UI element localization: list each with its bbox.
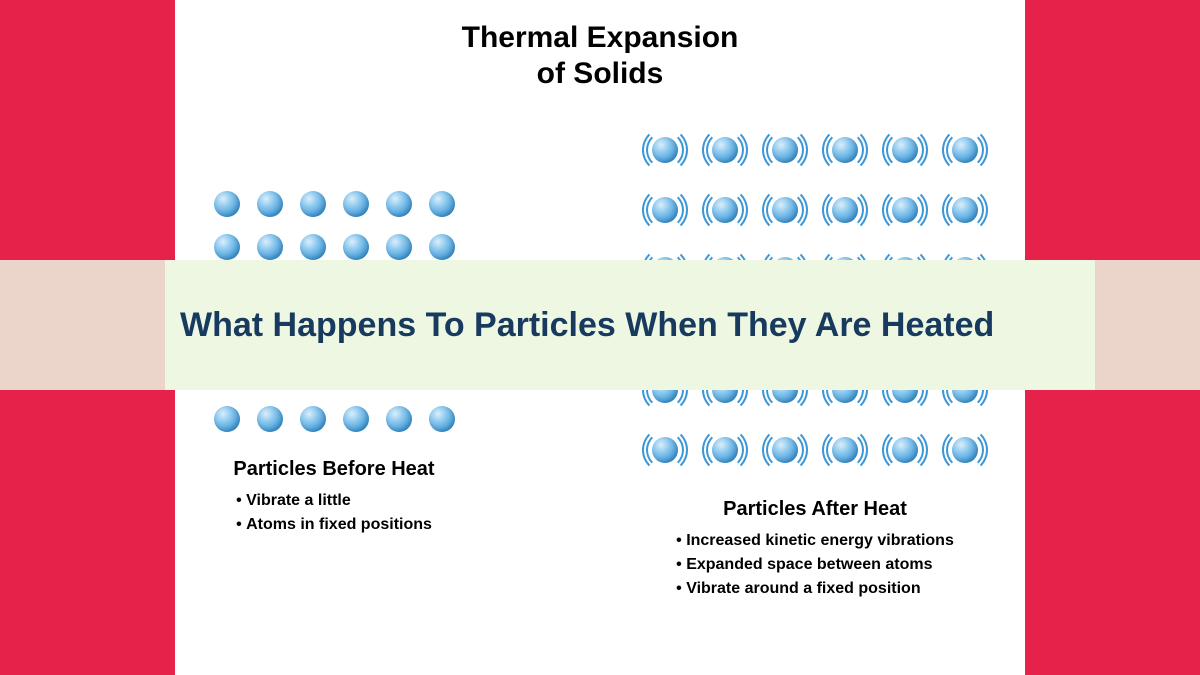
vibration-arc-inner xyxy=(706,131,744,169)
vibration-arc-inner xyxy=(946,431,984,469)
particle-icon xyxy=(257,234,283,260)
particle-icon xyxy=(214,406,240,432)
particle-cell xyxy=(875,180,935,240)
vibration-arc-inner xyxy=(886,191,924,229)
particle-cell xyxy=(695,420,755,480)
vibration-arc-inner xyxy=(886,131,924,169)
vibration-arc-inner xyxy=(646,131,684,169)
particle-icon xyxy=(214,191,240,217)
bullet-item: Atoms in fixed positions xyxy=(236,513,432,537)
overlay-title-band: What Happens To Particles When They Are … xyxy=(0,260,1200,390)
particle-icon xyxy=(257,191,283,217)
particle-icon xyxy=(429,191,455,217)
particle-cell xyxy=(334,182,377,225)
bullet-item: Increased kinetic energy vibrations xyxy=(676,529,954,553)
vibration-arc-inner xyxy=(826,191,864,229)
particle-cell xyxy=(695,180,755,240)
particle-cell xyxy=(420,397,463,440)
particle-icon xyxy=(300,234,326,260)
particle-cell xyxy=(755,180,815,240)
particle-cell xyxy=(420,182,463,225)
particle-cell xyxy=(875,120,935,180)
vibration-arc-inner xyxy=(646,431,684,469)
particle-icon xyxy=(300,406,326,432)
particle-cell xyxy=(815,420,875,480)
particle-cell xyxy=(635,420,695,480)
particle-cell xyxy=(377,182,420,225)
particle-icon xyxy=(429,234,455,260)
particle-cell xyxy=(815,120,875,180)
vibration-arc-inner xyxy=(706,191,744,229)
vibration-arc-inner xyxy=(826,431,864,469)
title-line-1: Thermal Expansion xyxy=(462,21,739,54)
particle-icon xyxy=(343,234,369,260)
vibration-arc-inner xyxy=(646,191,684,229)
vibration-arc-inner xyxy=(766,131,804,169)
particle-cell xyxy=(815,180,875,240)
bullet-item: Vibrate around a fixed position xyxy=(676,577,954,601)
vibration-arc-inner xyxy=(766,431,804,469)
particle-icon xyxy=(386,191,412,217)
bullet-item: Vibrate a little xyxy=(236,489,432,513)
bullet-item: Expanded space between atoms xyxy=(676,553,954,577)
particle-icon xyxy=(257,406,283,432)
particle-cell xyxy=(635,180,695,240)
particle-cell xyxy=(334,397,377,440)
particle-cell xyxy=(248,182,291,225)
particle-icon xyxy=(343,191,369,217)
title-line-2: of Solids xyxy=(537,57,664,90)
particle-icon xyxy=(343,406,369,432)
particle-cell xyxy=(935,120,995,180)
particle-cell xyxy=(248,397,291,440)
particle-cell xyxy=(635,120,695,180)
particle-cell xyxy=(205,397,248,440)
vibration-arc-inner xyxy=(826,131,864,169)
particle-cell xyxy=(935,420,995,480)
particle-icon xyxy=(386,234,412,260)
before-subtitle: Particles Before Heat xyxy=(233,458,434,481)
particle-icon xyxy=(300,191,326,217)
particle-icon xyxy=(386,406,412,432)
overlay-title-text: What Happens To Particles When They Are … xyxy=(0,304,1114,347)
particle-icon xyxy=(429,406,455,432)
particle-icon xyxy=(214,234,240,260)
particle-cell xyxy=(205,182,248,225)
after-bullets: Increased kinetic energy vibrationsExpan… xyxy=(676,529,954,601)
particle-cell xyxy=(875,420,935,480)
before-bullets: Vibrate a littleAtoms in fixed positions xyxy=(236,489,432,537)
vibration-arc-inner xyxy=(946,191,984,229)
particle-cell xyxy=(291,397,334,440)
vibration-arc-inner xyxy=(706,431,744,469)
particle-cell xyxy=(291,182,334,225)
vibration-arc-inner xyxy=(946,131,984,169)
after-subtitle: Particles After Heat xyxy=(723,498,907,521)
vibration-arc-inner xyxy=(766,191,804,229)
particle-cell xyxy=(695,120,755,180)
particle-cell xyxy=(755,120,815,180)
particle-cell xyxy=(935,180,995,240)
vibration-arc-inner xyxy=(886,431,924,469)
particle-cell xyxy=(377,397,420,440)
particle-cell xyxy=(755,420,815,480)
diagram-title: Thermal Expansion of Solids xyxy=(205,20,995,92)
